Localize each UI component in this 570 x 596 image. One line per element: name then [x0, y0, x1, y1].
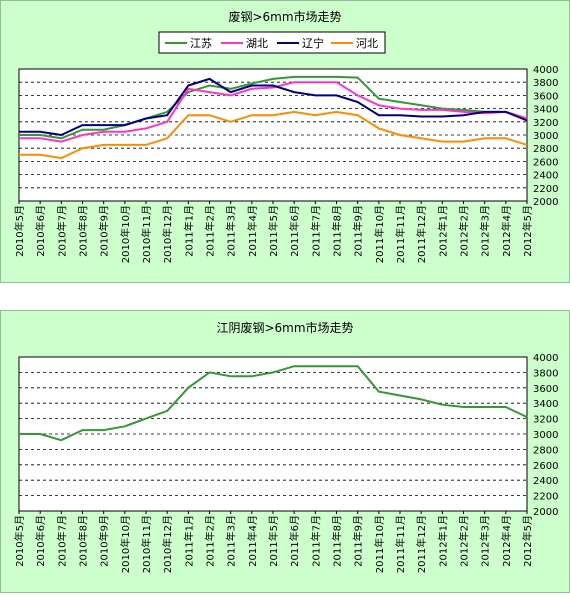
x-tick-label: 2011年11月 [394, 205, 407, 263]
x-tick-label: 2011年1月 [182, 205, 195, 257]
x-tick-label: 2012年4月 [500, 205, 513, 257]
y-tick-label: 3200 [533, 118, 558, 129]
y-tick-label: 2600 [533, 157, 558, 168]
x-tick-label: 2012年3月 [479, 515, 492, 567]
x-tick-label: 2011年4月 [246, 205, 259, 257]
x-tick-label: 2011年11月 [394, 515, 407, 573]
x-tick-label: 2010年8月 [77, 515, 90, 567]
series-line-3 [19, 110, 528, 160]
x-tick-label: 2012年3月 [479, 205, 492, 257]
y-tick-label: 3400 [533, 399, 558, 410]
x-tick-label: 2011年3月 [225, 515, 238, 567]
x-tick-label: 2011年9月 [352, 205, 365, 257]
y-tick-label: 2400 [533, 171, 558, 182]
series-line-2 [19, 77, 528, 137]
x-tick-label: 2011年2月 [204, 205, 217, 257]
x-tick-label: 2011年3月 [225, 205, 238, 257]
x-tick-label: 2010年5月 [13, 515, 26, 567]
series-line-0 [19, 365, 528, 442]
y-tick-label: 2800 [533, 144, 558, 155]
x-tick-label: 2010年10月 [119, 515, 132, 573]
x-tick-label: 2010年9月 [98, 515, 111, 567]
x-tick-label: 2012年2月 [458, 205, 471, 257]
x-tick-label: 2011年9月 [352, 515, 365, 567]
series-line-1 [19, 81, 528, 143]
chart-panel-top: 废钢>6mm市场走势 江苏 湖北 辽宁 河北 2000 2200 2400 2600 2800 3… [0, 0, 570, 283]
y-tick-label: 4000 [533, 353, 558, 364]
x-tick-label: 2010年8月 [77, 205, 90, 257]
y-tick-label: 3800 [533, 368, 558, 379]
x-tick-label: 2011年5月 [267, 205, 280, 257]
legend-box [158, 31, 386, 54]
legend-label: 湖北 [246, 37, 268, 50]
series-line-0 [19, 75, 528, 140]
x-tick-label: 2011年6月 [288, 205, 301, 257]
x-tick-label: 2010年6月 [34, 515, 47, 567]
legend-label: 江苏 [190, 37, 212, 50]
x-tick-label: 2010年10月 [119, 205, 132, 263]
y-tick-label: 2000 [533, 507, 558, 518]
x-tick-label: 2010年12月 [161, 515, 174, 573]
x-tick-label: 2012年4月 [500, 515, 513, 567]
y-tick-label: 4000 [533, 65, 558, 76]
y-tick-label: 2200 [533, 492, 558, 503]
x-tick-label: 2010年11月 [140, 515, 153, 573]
chart-bottom: 江阴废钢>6mm市场走势 2000 2200 2400 2600 2800 3000 320… [13, 320, 558, 573]
chart-title: 江阴废钢>6mm市场走势 [216, 320, 353, 335]
x-tick-label: 2011年7月 [309, 515, 322, 567]
y-tick-label: 3600 [533, 384, 558, 395]
x-tick-label: 2010年7月 [55, 205, 68, 257]
x-tick-label: 2010年5月 [13, 205, 26, 257]
y-tick-label: 3000 [533, 131, 558, 142]
y-tick-label: 2200 [533, 184, 558, 195]
chart-top: 废钢>6mm市场走势 江苏 湖北 辽宁 河北 2000 2200 2400 2600 2800 3… [13, 9, 558, 263]
x-tick-label: 2011年7月 [309, 205, 322, 257]
x-tick-label: 2011年5月 [267, 515, 280, 567]
legend-label: 河北 [356, 37, 378, 50]
x-tick-label: 2011年8月 [331, 205, 344, 257]
legend: 江苏 湖北 辽宁 河北 [158, 31, 386, 54]
x-tick-label: 2011年6月 [288, 515, 301, 567]
y-tick-label: 3000 [533, 430, 558, 441]
x-tick-label: 2011年4月 [246, 515, 259, 567]
x-tick-label: 2011年12月 [415, 205, 428, 263]
legend-label: 辽宁 [302, 36, 324, 50]
y-tick-label: 3200 [533, 415, 558, 426]
x-tick-label: 2012年1月 [436, 205, 449, 257]
x-tick-label: 2011年10月 [373, 205, 386, 263]
x-tick-label: 2010年7月 [55, 515, 68, 567]
x-tick-label: 2011年2月 [204, 515, 217, 567]
chart-panel-bottom: 江阴废钢>6mm市场走势 2000 2200 2400 2600 2800 3000 320… [0, 310, 570, 593]
x-tick-label: 2012年1月 [436, 515, 449, 567]
x-tick-label: 2010年6月 [34, 205, 47, 257]
y-tick-label: 2600 [533, 461, 558, 472]
y-tick-label: 3800 [533, 78, 558, 89]
x-tick-label: 2011年12月 [415, 515, 428, 573]
x-tick-label: 2012年2月 [458, 515, 471, 567]
y-tick-label: 3600 [533, 91, 558, 102]
x-tick-label: 2010年9月 [98, 205, 111, 257]
x-tick-label: 2011年10月 [373, 515, 386, 573]
x-tick-label: 2011年1月 [182, 515, 195, 567]
y-tick-label: 2000 [533, 197, 558, 208]
x-tick-label: 2012年5月 [521, 205, 534, 257]
x-tick-label: 2011年8月 [331, 515, 344, 567]
y-tick-label: 2800 [533, 445, 558, 456]
y-tick-label: 2400 [533, 476, 558, 487]
x-tick-label: 2010年11月 [140, 205, 153, 263]
x-tick-label: 2012年5月 [521, 515, 534, 567]
x-tick-label: 2010年12月 [161, 205, 174, 263]
y-tick-label: 3400 [533, 105, 558, 116]
chart-title: 废钢>6mm市场走势 [228, 9, 341, 24]
